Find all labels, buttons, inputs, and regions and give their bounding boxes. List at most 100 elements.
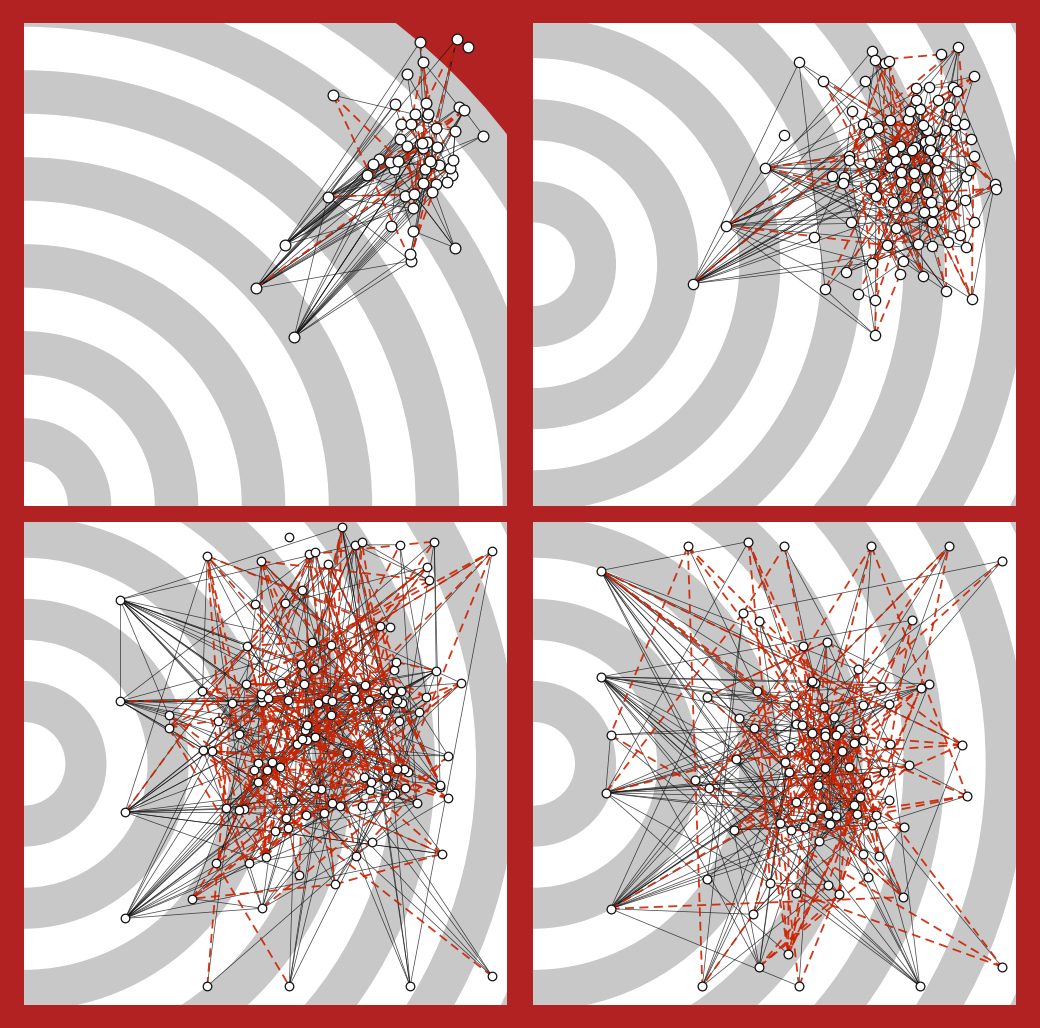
Circle shape bbox=[328, 59, 738, 470]
Point bbox=[857, 115, 874, 132]
Point bbox=[806, 747, 823, 764]
Point bbox=[427, 662, 444, 678]
Point bbox=[911, 978, 928, 994]
Point bbox=[814, 72, 831, 88]
Circle shape bbox=[0, 0, 1040, 798]
Point bbox=[806, 228, 823, 245]
Point bbox=[281, 528, 297, 545]
Point bbox=[802, 674, 818, 691]
Point bbox=[918, 183, 935, 199]
Point bbox=[414, 135, 431, 151]
Point bbox=[272, 759, 289, 775]
Point bbox=[843, 103, 860, 119]
Point bbox=[443, 168, 460, 184]
Point bbox=[264, 754, 281, 770]
Point bbox=[411, 704, 427, 721]
Point bbox=[961, 161, 978, 178]
Point bbox=[253, 553, 269, 570]
Circle shape bbox=[369, 100, 698, 429]
Point bbox=[384, 682, 400, 698]
Point bbox=[593, 668, 609, 685]
Point bbox=[728, 751, 745, 768]
Point bbox=[382, 153, 398, 170]
Point bbox=[253, 686, 269, 702]
Point bbox=[235, 801, 252, 817]
Circle shape bbox=[0, 71, 459, 941]
Point bbox=[777, 754, 794, 770]
Point bbox=[882, 158, 899, 175]
Circle shape bbox=[205, 435, 862, 1028]
Point bbox=[948, 83, 965, 100]
Point bbox=[363, 835, 380, 851]
Point bbox=[417, 160, 434, 177]
Point bbox=[833, 743, 850, 760]
Point bbox=[815, 699, 832, 715]
Point bbox=[912, 680, 929, 696]
Point bbox=[298, 717, 315, 733]
Point bbox=[780, 946, 797, 962]
Point bbox=[296, 676, 313, 693]
Point bbox=[787, 715, 804, 732]
Point bbox=[245, 762, 262, 778]
Point bbox=[267, 823, 284, 840]
Point bbox=[391, 537, 408, 553]
Point bbox=[323, 795, 340, 811]
Point bbox=[888, 153, 905, 170]
Circle shape bbox=[0, 28, 502, 984]
Point bbox=[946, 112, 963, 128]
Point bbox=[602, 901, 619, 917]
Circle shape bbox=[0, 245, 285, 767]
Point bbox=[602, 727, 619, 743]
Point bbox=[392, 683, 409, 699]
Point bbox=[297, 807, 314, 823]
Point bbox=[898, 198, 914, 215]
Circle shape bbox=[0, 313, 475, 1028]
Point bbox=[160, 706, 177, 723]
Circle shape bbox=[0, 201, 328, 810]
Point bbox=[440, 791, 457, 807]
Point bbox=[891, 138, 908, 154]
Point bbox=[816, 760, 833, 776]
Point bbox=[900, 110, 916, 126]
Point bbox=[922, 132, 939, 148]
Point bbox=[790, 54, 807, 71]
Point bbox=[937, 122, 954, 139]
Circle shape bbox=[0, 189, 1040, 1028]
Point bbox=[942, 196, 959, 213]
Point bbox=[940, 99, 957, 115]
Point bbox=[850, 286, 866, 302]
Point bbox=[277, 236, 293, 253]
Point bbox=[203, 743, 219, 760]
Circle shape bbox=[328, 558, 738, 969]
Point bbox=[421, 573, 438, 589]
Point bbox=[293, 656, 310, 672]
Point bbox=[116, 804, 133, 820]
Circle shape bbox=[0, 289, 241, 723]
Point bbox=[749, 683, 765, 699]
Point bbox=[838, 264, 855, 281]
Point bbox=[745, 906, 761, 922]
Point bbox=[882, 112, 899, 128]
Point bbox=[916, 159, 933, 176]
Point bbox=[988, 180, 1005, 196]
Point bbox=[725, 821, 742, 838]
Point bbox=[378, 701, 394, 718]
Point bbox=[902, 103, 918, 119]
Circle shape bbox=[0, 463, 68, 549]
Point bbox=[418, 109, 435, 125]
Point bbox=[809, 777, 826, 794]
Point bbox=[866, 52, 883, 69]
Point bbox=[804, 673, 821, 690]
Point bbox=[915, 268, 932, 285]
Point bbox=[398, 66, 415, 82]
Circle shape bbox=[451, 182, 616, 346]
Point bbox=[324, 693, 341, 709]
Point bbox=[288, 736, 305, 752]
Point bbox=[849, 806, 865, 822]
Point bbox=[277, 594, 293, 611]
Point bbox=[363, 774, 380, 791]
Point bbox=[199, 548, 215, 564]
Point bbox=[439, 174, 456, 190]
Point bbox=[820, 876, 836, 892]
Point bbox=[365, 155, 382, 172]
